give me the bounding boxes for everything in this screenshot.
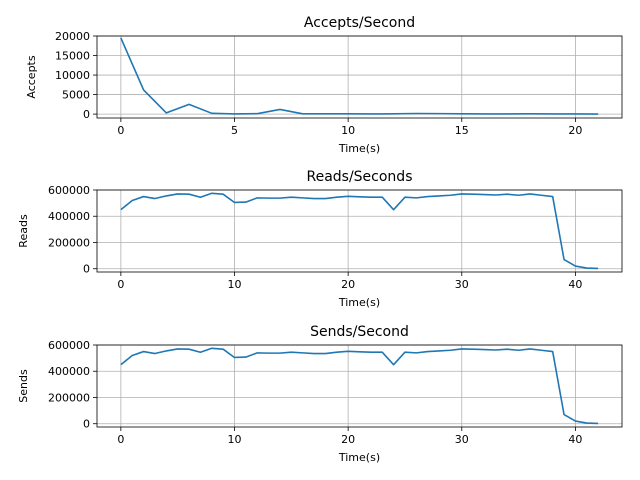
y-axis-label: Sends: [17, 369, 30, 403]
y-tick-label: 0: [83, 108, 90, 121]
x-tick-label: 40: [568, 278, 582, 291]
x-tick-label: 20: [341, 433, 355, 446]
subplot-1: 0 5 10 15 20 0 5000 10000 15000 20000 Accepts/Seco…: [25, 15, 623, 155]
x-tick-label: 30: [455, 278, 469, 291]
series-line: [120, 37, 599, 115]
y-tick-label: 5000: [62, 89, 90, 102]
y-tick-label: 400000: [48, 210, 90, 223]
subplot-3: 0 10 20 30 40 0 200000 400000 600000 Sends/Second…: [17, 324, 623, 464]
x-tick-label: 10: [228, 433, 242, 446]
plot-frame: [96, 35, 623, 119]
chart-title: Sends/Second: [310, 324, 409, 340]
x-tick-label: 0: [117, 278, 124, 291]
x-tick-label: 10: [341, 124, 355, 137]
x-tick-label: 20: [568, 124, 582, 137]
subplot-2: 0 10 20 30 40 0 200000 400000 600000 Reads/Second…: [17, 169, 623, 309]
x-tick-label: 30: [455, 433, 469, 446]
chart-title: Accepts/Second: [304, 15, 415, 31]
y-axis-label: Accepts: [25, 55, 38, 98]
x-tick-label: 5: [231, 124, 238, 137]
chart-title: Reads/Seconds: [306, 169, 412, 185]
y-tick-label: 20000: [55, 30, 90, 43]
x-axis-label: Time(s): [338, 142, 380, 155]
y-tick-label: 10000: [55, 69, 90, 82]
x-tick-label: 10: [228, 278, 242, 291]
y-tick-label: 600000: [48, 184, 90, 197]
y-tick-label: 0: [83, 263, 90, 276]
y-tick-label: 200000: [48, 236, 90, 249]
x-tick-label: 40: [568, 433, 582, 446]
x-axis-label: Time(s): [338, 451, 380, 464]
y-tick-label: 15000: [55, 50, 90, 63]
x-tick-label: 20: [341, 278, 355, 291]
y-tick-label: 600000: [48, 339, 90, 352]
x-tick-label: 0: [117, 124, 124, 137]
y-tick-label: 200000: [48, 391, 90, 404]
x-axis-label: Time(s): [338, 296, 380, 309]
series-line: [120, 192, 599, 270]
y-tick-label: 400000: [48, 365, 90, 378]
x-tick-label: 15: [455, 124, 469, 137]
y-axis-label: Reads: [17, 214, 30, 248]
x-tick-label: 0: [117, 433, 124, 446]
series-line: [120, 347, 599, 425]
plot-frame: [96, 189, 623, 273]
plot-frame: [96, 344, 623, 428]
y-tick-label: 0: [83, 418, 90, 431]
